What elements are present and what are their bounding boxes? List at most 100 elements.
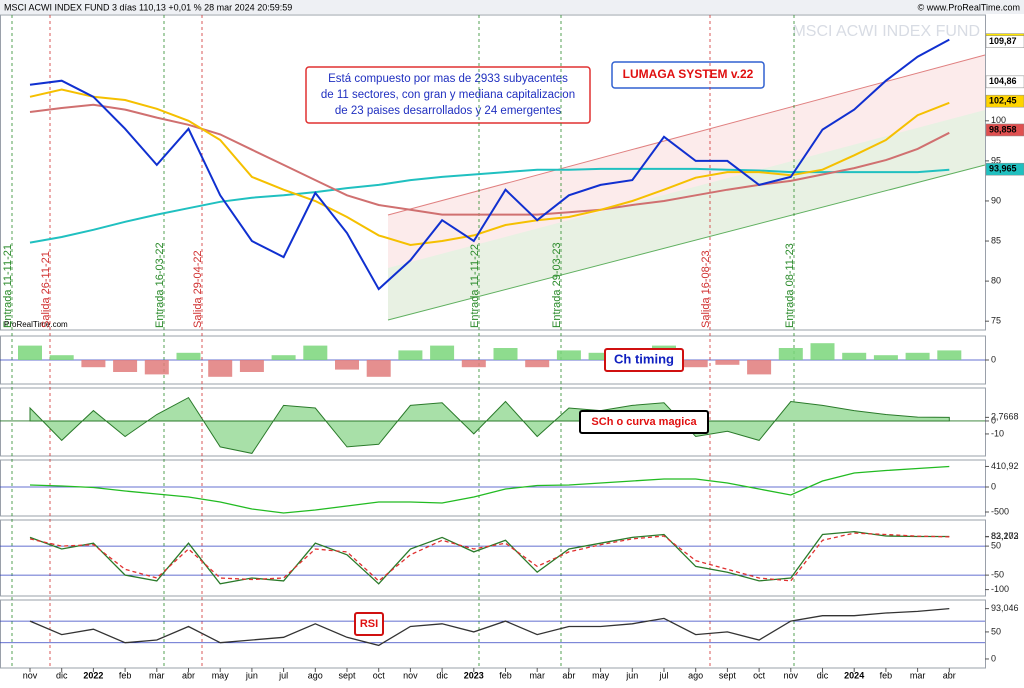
histogram-bar [556, 350, 581, 360]
histogram-bar [335, 360, 359, 370]
x-tick-label: mar [529, 670, 545, 680]
area [29, 396, 950, 454]
signal-label: Entrada 16-03-22 [154, 242, 166, 328]
signal-label: Entrada 11-11-22 [469, 244, 481, 328]
system-label: LUMAGA SYSTEM v.22 [623, 67, 754, 81]
panel-label-box [354, 612, 384, 636]
y-tick-label: 0 [991, 653, 996, 663]
x-tick-label: feb [880, 670, 893, 680]
chart-title: MSCI ACWI INDEX FUND 3 días 110,13 +0,01… [4, 2, 292, 12]
x-tick-label: dic [817, 670, 829, 680]
price-tag [985, 123, 1024, 137]
x-tick-label: abr [562, 670, 575, 680]
x-tick-label: nov [403, 670, 418, 680]
x-tick-label: sept [338, 670, 356, 680]
histogram-bar [493, 348, 518, 360]
system-box [611, 61, 765, 89]
signal-label: Salida 29-04-22 [192, 250, 204, 328]
annotation-text: de 23 paises desarrollados y 24 emergent… [335, 105, 562, 117]
x-tick-label: oct [373, 670, 386, 680]
price-tag [985, 35, 1024, 48]
histogram-bar [683, 360, 708, 368]
x-tick-label: abr [943, 670, 956, 680]
x-tick-label: feb [499, 670, 512, 680]
line [29, 607, 950, 647]
y-tick-label: 75 [991, 316, 1001, 326]
signal-label: Salida 26-11-21 [40, 251, 52, 328]
histogram-bar [461, 360, 486, 368]
y-tick-label: 50 [991, 540, 1001, 550]
histogram-bar [525, 360, 550, 368]
price-tag [985, 94, 1024, 108]
annotation-box [305, 66, 591, 124]
signal-label: Entrada 29-03-23 [551, 242, 563, 328]
histogram-bar [81, 360, 106, 368]
y-tick-label: -500 [991, 506, 1009, 516]
histogram-bar [905, 352, 930, 360]
histogram-bar [778, 348, 803, 360]
histogram-bar [810, 343, 835, 360]
x-tick-label: feb [119, 670, 132, 680]
signal-label: Entrada 11-11-21 [2, 244, 14, 328]
panel-frame [0, 519, 986, 597]
histogram-bar [873, 355, 898, 360]
y-tick-label: 0 [991, 415, 996, 425]
channel-lower [388, 110, 985, 320]
annotation-text: de 11 sectores, con gran y mediana capit… [321, 89, 575, 101]
signal-label: Salida 16-08-23 [700, 250, 712, 328]
line [29, 530, 950, 585]
x-tick-label: mar [910, 670, 926, 680]
y-tick-label: 410,92 [991, 461, 1019, 471]
line [29, 38, 950, 291]
panel-frame [0, 387, 986, 457]
histogram-bar [113, 360, 138, 372]
x-tick-label: nov [784, 670, 799, 680]
x-tick-label: jul [278, 670, 288, 680]
price-tag [985, 75, 1024, 89]
line [29, 167, 950, 244]
histogram-bar [937, 350, 962, 360]
histogram-bar [49, 355, 74, 360]
x-tick-label: ago [308, 670, 323, 680]
histogram-bar [398, 350, 423, 360]
y-tick-label: 95 [991, 155, 1001, 165]
y-tick-label: 0 [991, 481, 996, 491]
x-tick-label: 2023 [464, 670, 484, 680]
panel-frame [0, 14, 986, 331]
panel-label-box [604, 348, 684, 372]
price-tag-label: 104,86 [989, 76, 1017, 86]
histogram-bar [430, 345, 455, 360]
x-tick-label: nov [23, 670, 38, 680]
annotation-text: Está compuesto por mas de 2933 subyacent… [328, 73, 568, 85]
histogram-bar [366, 360, 391, 377]
price-tag-label: 93,965 [989, 164, 1017, 174]
y-tick-label: 85 [991, 235, 1001, 245]
y-tick-label: 0 [991, 354, 996, 364]
x-tick-label: jul [658, 670, 668, 680]
panel-label: SCh o curva magica [591, 416, 697, 428]
x-tick-label: abr [182, 670, 195, 680]
line [29, 532, 950, 582]
y-tick-label: 90 [991, 195, 1001, 205]
histogram-bar [588, 352, 613, 360]
histogram-bar [303, 345, 328, 360]
panel-label-box [579, 410, 709, 434]
y-tick-label: 83,203 [991, 531, 1019, 541]
x-tick-label: ago [688, 670, 703, 680]
y-tick-label: -50 [991, 569, 1004, 579]
line [29, 465, 950, 514]
histogram-bar [239, 360, 264, 372]
x-tick-label: 2022 [83, 670, 103, 680]
histogram-bar [208, 360, 233, 377]
panel-frame [0, 599, 986, 669]
panel-frame [0, 459, 986, 517]
price-tag-label: 102,45 [989, 96, 1017, 106]
copyright: © www.ProRealTime.com [918, 2, 1020, 12]
histogram-bar [842, 352, 867, 360]
x-tick-label: may [592, 670, 610, 680]
channel-line [387, 164, 986, 321]
x-tick-label: sept [719, 670, 737, 680]
y-tick-label: 82,172 [991, 531, 1019, 541]
watermark: MSCI ACWI INDEX FUND [792, 23, 980, 40]
y-tick-label: 93,046 [991, 603, 1019, 613]
